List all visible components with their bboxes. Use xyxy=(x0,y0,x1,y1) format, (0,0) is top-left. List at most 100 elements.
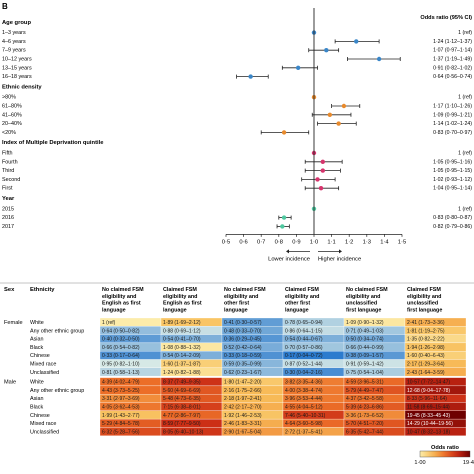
estimate-point xyxy=(318,186,324,191)
heatmap-cell-text: 4·77 (2·86–7·97) xyxy=(163,413,201,419)
heatmap-cell-text: 8·33 (5·96–11·64) xyxy=(407,396,447,402)
heatmap-cell-text: 19·45 (8·33–45·43) xyxy=(407,413,450,419)
estimate-point xyxy=(320,168,325,173)
x-tick-label: 0·6 xyxy=(239,239,247,245)
row-label: Second xyxy=(2,177,20,183)
heatmap-cell-text: 8·59 (7·77–9·50) xyxy=(163,421,201,427)
ethnicity-label: Black xyxy=(30,405,43,411)
column-header-line: language xyxy=(102,307,126,313)
estimate-point xyxy=(341,103,347,109)
row-label: Fifth xyxy=(2,151,12,157)
x-tick-label: 1·3 xyxy=(363,239,371,245)
heatmap-cell-text: 1·80 (1·47–2·20) xyxy=(224,380,262,386)
column-header-line: other first xyxy=(285,301,310,307)
row-label: >80% xyxy=(2,95,16,101)
column-header-line: Claimed FSM xyxy=(285,287,319,293)
estimate-point xyxy=(354,39,359,44)
heatmap-cell-text: 1·99 (1·43–2·77) xyxy=(102,413,140,419)
estimate-point xyxy=(281,130,287,135)
heatmap-cell-text: 3·82 (3·35–4·36) xyxy=(285,380,323,386)
heatmap-cell-text: 0·50 (0·34–0·74) xyxy=(346,337,384,343)
ethnicity-label: White xyxy=(30,380,44,386)
ethnicity-label: Chinese xyxy=(30,353,50,359)
heatmap-cell-text: 7·46 (5·40–10·31) xyxy=(285,413,326,419)
heatmap-cell-text: 4·64 (3·60–5·98) xyxy=(285,421,323,427)
arrow-right-head xyxy=(339,249,342,254)
or-ci-text: 1·24 (1·12–1·37) xyxy=(433,39,472,45)
heatmap-cell-text: 2·43 (1·64–3·59) xyxy=(407,370,445,376)
heatmap-cell-text: 0·70 (0·57–0·86) xyxy=(285,345,323,351)
arrow-left-head xyxy=(286,249,289,254)
ethnicity-label: Chinese xyxy=(30,413,50,419)
heatmap-cell-text: 0·66 (0·54–0·82) xyxy=(102,345,140,351)
heatmap-cell-text: 6·32 (5·28–7·56) xyxy=(102,429,140,435)
row-label: 2015 xyxy=(2,206,14,212)
column-header-line: English as first xyxy=(102,301,141,307)
or-ci-text: 0·64 (0·56–0·74) xyxy=(433,74,472,80)
or-ci-text: 1·14 (1·02–1·24) xyxy=(433,121,472,127)
x-tick-label: 1·4 xyxy=(380,239,389,245)
legend-colorbar xyxy=(419,450,471,458)
heatmap-cell-text: 2·17 (1·29–3·64) xyxy=(407,362,445,368)
row-label: 41–60% xyxy=(2,112,22,118)
heatmap-cell-text: 14·29 (10·44–19·56) xyxy=(407,421,453,427)
or-ci-text: 1·37 (1·19–1·49) xyxy=(433,57,472,63)
or-ci-text: 1·05 (0·95–1·15) xyxy=(433,168,472,174)
heatmap-cell-text: 1·08 (0·88–1·32) xyxy=(163,345,201,351)
estimate-point xyxy=(280,224,285,229)
panel-label: B xyxy=(2,2,8,11)
heatmap-cell-text: 4·59 (3·96–5·31) xyxy=(346,380,384,386)
or-ci-text: 1·09 (0·99–1·21) xyxy=(433,112,472,118)
row-label: Third xyxy=(2,168,14,174)
heatmap-cell-text: 2·42 (2·17–2·70) xyxy=(224,405,262,411)
x-tick-label: 0·5 xyxy=(222,239,230,245)
heatmap-cell-text: 0·54 (0·44–0·67) xyxy=(285,337,323,343)
column-header-line: eligibility and xyxy=(285,294,319,300)
column-header-line: unclassified xyxy=(407,301,438,307)
column-header-line: language xyxy=(285,307,309,313)
heatmap-cell-text: 1·60 (0·40–6·43) xyxy=(407,353,445,359)
heatmap-cell-text: 0·81 (0·58–1·13) xyxy=(102,370,140,376)
legend-title: Odds ratio xyxy=(431,445,460,451)
heatmap-cell-text: 1·24 (0·82–1·88) xyxy=(163,370,201,376)
column-header-line: first language xyxy=(346,307,381,313)
row-label: 7–9 years xyxy=(2,48,26,54)
heatmap-cell-text: 2·72 (1·37–5·41) xyxy=(285,429,323,435)
ethnicity-label: Mixed race xyxy=(30,421,56,427)
heatmap-cell-text: 0·62 (0·23–1·67) xyxy=(224,370,262,376)
column-header-line: eligibility and xyxy=(346,294,380,300)
heatmap-cell-text: 8·37 (7·49–9·35) xyxy=(163,380,201,386)
column-header-line: unclassified xyxy=(346,301,377,307)
estimate-point xyxy=(248,74,253,79)
heatmap-cell-text: 1·35 (0·82–2·22) xyxy=(407,337,445,343)
heatmap-cell-text: 5·70 (4·51–7·20) xyxy=(346,421,384,427)
heatmap-cell-text: 2·90 (1·67–5·04) xyxy=(224,429,262,435)
heatmap-cell-text: 0·75 (0·54–1·04) xyxy=(346,370,384,376)
estimate-point xyxy=(315,177,320,182)
column-header: Claimed FSM eligibility and English as fir… xyxy=(163,287,202,313)
row-label: 16–18 years xyxy=(2,74,32,80)
heatmap-cell-text: 0·71 (0·49–1·03) xyxy=(346,328,384,334)
heatmap-cell-text: 5·60 (4·69–6·69) xyxy=(163,388,201,394)
column-header: No claimed FSM eligibility and English as … xyxy=(102,287,144,313)
heatmap-cell-text: 5·79 (4·49–7·47) xyxy=(346,388,384,394)
heatmap-cell-text: 8·05 (6·40–10·13) xyxy=(163,429,204,435)
or-ci-text: 1 (ref) xyxy=(458,30,472,36)
heatmap-cell-text: 4·00 (3·38–4·74) xyxy=(285,388,323,394)
heatmap-cell-text: 6·35 (5·42–7·44) xyxy=(346,429,384,435)
row-label: Fourth xyxy=(2,159,18,165)
heatmap-cell-text: 0·36 (0·29–0·45) xyxy=(224,337,262,343)
estimate-point xyxy=(281,215,287,220)
x-tick-label: 1·1 xyxy=(327,239,335,245)
heatmap-cell-text: 1 (ref) xyxy=(102,320,116,326)
estimate-point xyxy=(295,65,301,71)
heatmap-cell-text: 2·18 (1·97–2·41) xyxy=(224,396,262,402)
heatmap-cell-text: 0·64 (0·50–0·82) xyxy=(102,328,140,334)
x-tick-label: 0·8 xyxy=(275,239,283,245)
column-header: Claimed FSM eligibility and other first lan… xyxy=(285,287,319,313)
heatmap-cell-text: 0·87 (0·52–1·44) xyxy=(285,362,323,368)
heatmap-cell-text: 5·48 (4·73–6·35) xyxy=(163,396,201,402)
heatmap-cell-text: 4·39 (4·02–4·79) xyxy=(102,380,140,386)
column-header-line: first language xyxy=(407,307,442,313)
estimate-point xyxy=(376,56,382,62)
